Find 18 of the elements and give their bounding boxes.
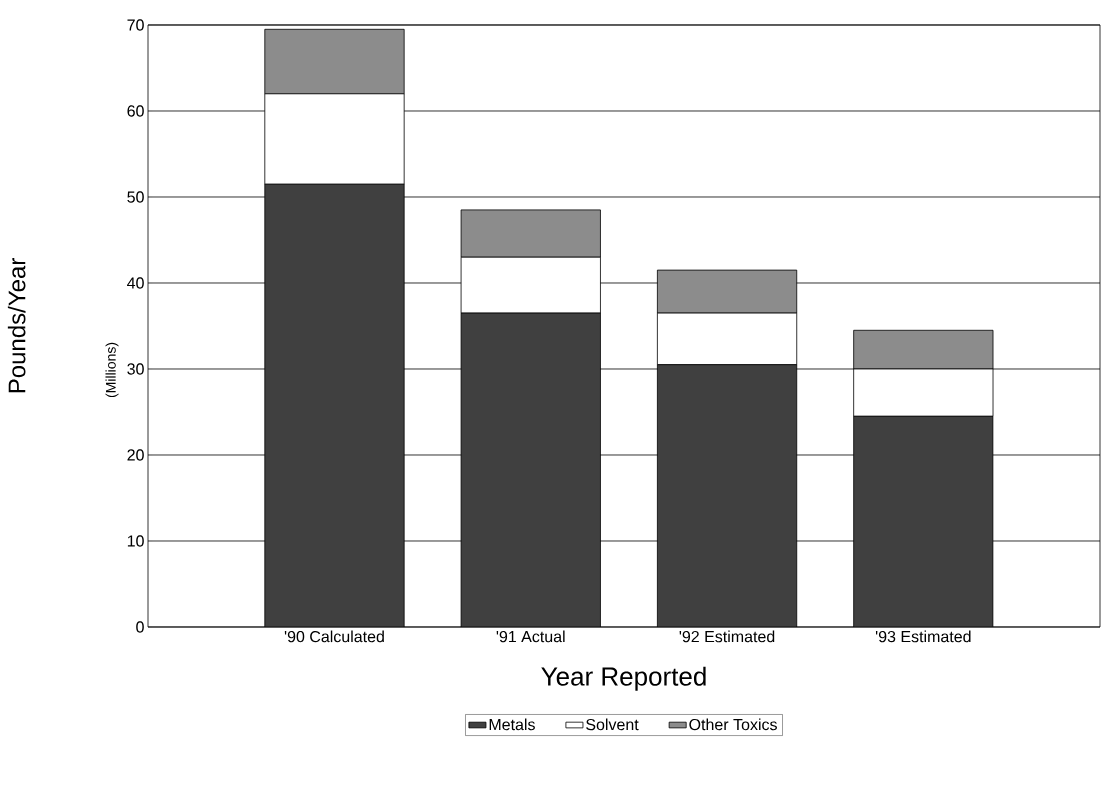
y-tick-label: 30 xyxy=(127,363,144,375)
text: (Millions) xyxy=(105,342,119,398)
legend-label: Metals xyxy=(489,718,535,731)
y-tick-label: 60 xyxy=(127,105,144,117)
x-tick-label: '93 Estimated xyxy=(875,630,971,643)
legend-label: Solvent xyxy=(586,718,639,731)
x-axis-title: Year Reported xyxy=(541,666,706,691)
y-tick-label: 50 xyxy=(127,191,144,203)
y-tick-label: 70 xyxy=(127,19,144,31)
x-tick-label: '90 Calculated xyxy=(284,630,384,643)
y-tick-label: 0 xyxy=(136,621,144,633)
x-tick-label: '91 Actual xyxy=(496,630,565,643)
y-tick-label: 10 xyxy=(127,535,144,547)
y-tick-label: 40 xyxy=(127,277,144,289)
y-axis-title: Pounds/Year xyxy=(7,258,26,393)
legend-label: Other Toxics xyxy=(689,718,777,731)
x-tick-label: '92 Estimated xyxy=(679,630,775,643)
y-tick-label: 20 xyxy=(127,449,144,461)
